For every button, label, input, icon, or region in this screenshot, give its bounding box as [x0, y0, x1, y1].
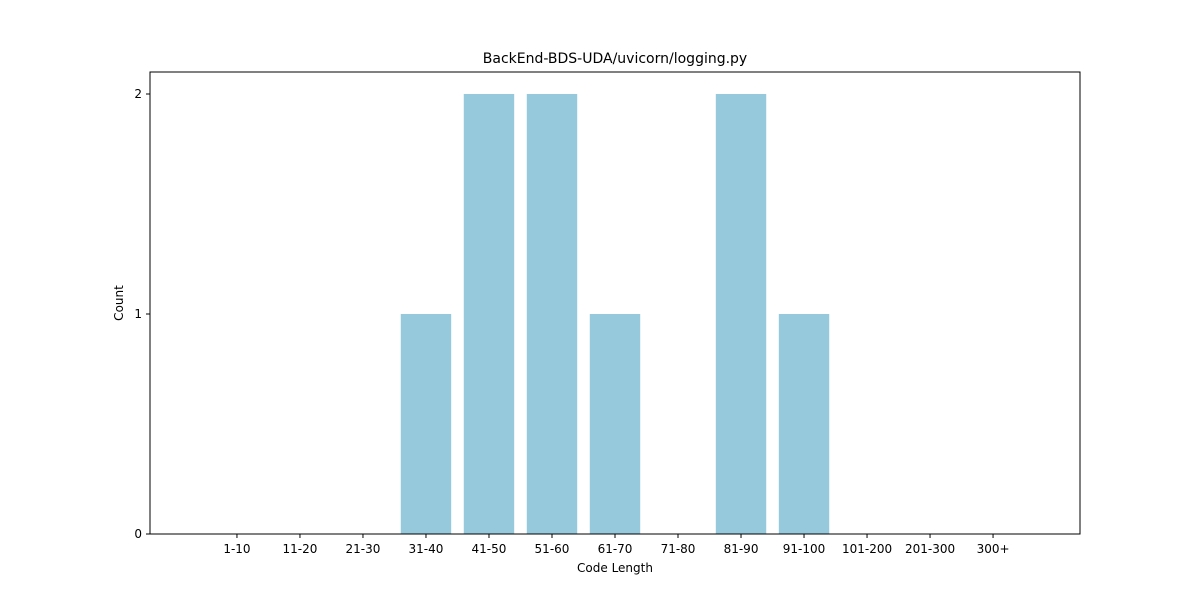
bar-41-50 — [463, 94, 515, 534]
y-tick-label: 0 — [134, 527, 142, 541]
bar-31-40 — [400, 314, 452, 534]
x-tick-label: 201-300 — [905, 542, 955, 556]
x-tick-label: 41-50 — [472, 542, 507, 556]
x-tick-label: 61-70 — [598, 542, 633, 556]
y-axis-ticks: 0 1 2 — [134, 87, 150, 541]
x-tick-label: 81-90 — [724, 542, 759, 556]
y-axis-label: Count — [112, 285, 126, 321]
x-tick-label: 11-20 — [283, 542, 318, 556]
bar-51-60 — [526, 94, 578, 534]
bar-61-70 — [589, 314, 641, 534]
x-axis-ticks: 1-10 11-20 21-30 31-40 41-50 51-60 61-70 71-80 8… — [223, 534, 1010, 556]
bars-group — [400, 94, 830, 534]
x-tick-label: 21-30 — [346, 542, 381, 556]
x-tick-label: 71-80 — [661, 542, 696, 556]
x-axis-label: Code Length — [577, 561, 653, 575]
y-tick-label: 2 — [134, 87, 142, 101]
chart-title: BackEnd-BDS-UDA/uvicorn/logging.py — [483, 51, 747, 67]
y-tick-label: 1 — [134, 307, 142, 321]
bar-91-100 — [778, 314, 830, 534]
x-tick-label: 91-100 — [783, 542, 826, 556]
x-tick-label: 51-60 — [535, 542, 570, 556]
bar-81-90 — [715, 94, 767, 534]
x-tick-label: 300+ — [977, 542, 1010, 556]
x-tick-label: 31-40 — [409, 542, 444, 556]
x-tick-label: 101-200 — [842, 542, 892, 556]
x-tick-label: 1-10 — [223, 542, 250, 556]
